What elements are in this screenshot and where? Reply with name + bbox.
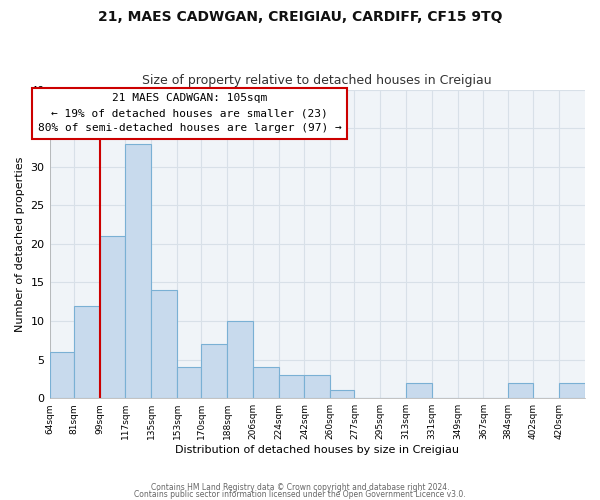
Bar [304,375,330,398]
Y-axis label: Number of detached properties: Number of detached properties [15,156,25,332]
Text: 21 MAES CADWGAN: 105sqm
← 19% of detached houses are smaller (23)
80% of semi-de: 21 MAES CADWGAN: 105sqm ← 19% of detache… [38,94,342,133]
Text: Contains public sector information licensed under the Open Government Licence v3: Contains public sector information licen… [134,490,466,499]
Bar [227,321,253,398]
Title: Size of property relative to detached houses in Creigiau: Size of property relative to detached ho… [142,74,492,87]
Bar [177,368,202,398]
Bar [508,383,533,398]
Bar [125,144,151,398]
Text: Contains HM Land Registry data © Crown copyright and database right 2024.: Contains HM Land Registry data © Crown c… [151,484,449,492]
Bar [151,290,177,398]
Bar [559,383,585,398]
Bar [330,390,355,398]
Bar [253,368,278,398]
Text: 21, MAES CADWGAN, CREIGIAU, CARDIFF, CF15 9TQ: 21, MAES CADWGAN, CREIGIAU, CARDIFF, CF1… [98,10,502,24]
X-axis label: Distribution of detached houses by size in Creigiau: Distribution of detached houses by size … [175,445,459,455]
Bar [50,352,74,398]
Bar [202,344,227,398]
Bar [278,375,304,398]
Bar [406,383,432,398]
Bar [100,236,125,398]
Bar [74,306,100,398]
